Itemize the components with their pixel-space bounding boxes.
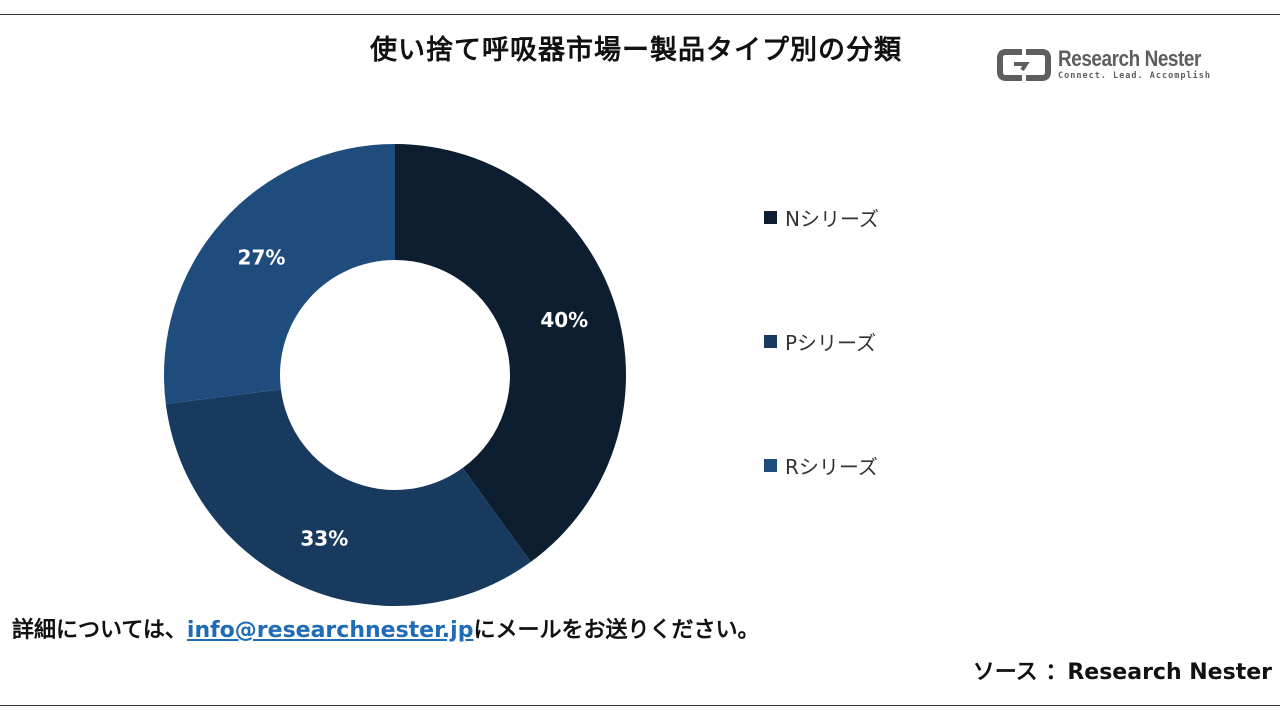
legend-swatch bbox=[764, 335, 777, 348]
legend-item: Nシリーズ bbox=[764, 203, 879, 232]
legend-label: Nシリーズ bbox=[785, 207, 879, 231]
slice-label: 40% bbox=[540, 308, 588, 332]
donut-slice bbox=[165, 389, 531, 606]
source-credit: ソース ：Research Nester bbox=[972, 660, 1272, 685]
donut-slice bbox=[164, 144, 395, 404]
donut-chart: 40% 33% 27% bbox=[164, 144, 626, 606]
contact-note: 詳細については、info@researchnester.jpにメールをお送りくだ… bbox=[12, 612, 759, 644]
slice-label: 27% bbox=[238, 245, 286, 269]
page-title: 使い捨て呼吸器市場ー製品タイプ別の分類 bbox=[370, 35, 902, 66]
slice-label: 33% bbox=[300, 526, 348, 550]
contact-note-prefix: 詳細については、 bbox=[12, 618, 187, 643]
logo-tagline: Connect. Lead. Accomplish bbox=[1058, 71, 1211, 81]
legend-swatch bbox=[764, 459, 777, 472]
legend-label: Rシリーズ bbox=[785, 455, 878, 479]
legend-label: Pシリーズ bbox=[785, 331, 877, 355]
chart-frame bbox=[0, 14, 1280, 706]
logo-name: Research Nester bbox=[1058, 46, 1201, 71]
legend-swatch bbox=[764, 211, 777, 224]
brand-logo: Research Nester Connect. Lead. Accomplis… bbox=[996, 44, 1226, 88]
contact-note-suffix: にメールをお送りください。 bbox=[473, 618, 760, 643]
research-nester-logo-icon bbox=[997, 49, 1051, 81]
legend-item: Rシリーズ bbox=[764, 451, 878, 480]
legend-item: Pシリーズ bbox=[764, 327, 876, 356]
email-link[interactable]: info@researchnester.jp bbox=[186, 618, 474, 643]
donut-slice bbox=[395, 144, 626, 562]
